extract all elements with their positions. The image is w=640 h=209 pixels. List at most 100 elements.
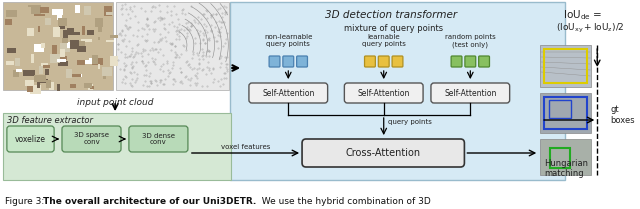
Point <box>138 50 148 53</box>
Point <box>182 25 192 28</box>
Point <box>163 31 173 34</box>
Bar <box>51 54 60 63</box>
Bar <box>47 80 51 88</box>
Point <box>172 26 182 29</box>
Point <box>146 10 156 13</box>
Point <box>121 8 131 11</box>
Point <box>175 66 185 70</box>
Point <box>141 69 151 72</box>
Point <box>193 33 204 36</box>
Point <box>136 59 147 62</box>
Bar <box>3 113 231 180</box>
Bar <box>540 139 591 175</box>
Point <box>147 56 157 59</box>
Point <box>220 11 230 14</box>
FancyBboxPatch shape <box>451 56 462 67</box>
Point <box>130 80 140 84</box>
Text: Self-Attention: Self-Attention <box>262 88 314 98</box>
Bar <box>98 27 102 32</box>
Bar <box>39 66 43 74</box>
Point <box>142 38 152 42</box>
Point <box>220 20 230 23</box>
Point <box>127 66 137 69</box>
Bar <box>52 9 63 15</box>
Point <box>198 50 209 54</box>
Point <box>121 19 131 22</box>
Point <box>192 28 202 32</box>
Point <box>137 34 147 37</box>
Point <box>116 80 127 83</box>
Bar <box>35 14 45 16</box>
Point <box>201 24 211 27</box>
FancyBboxPatch shape <box>283 56 294 67</box>
Bar <box>116 2 229 90</box>
Bar <box>25 80 34 86</box>
Point <box>207 67 218 70</box>
Point <box>118 68 129 71</box>
Point <box>182 59 193 62</box>
FancyBboxPatch shape <box>392 56 403 67</box>
Point <box>204 68 214 71</box>
Point <box>131 60 141 63</box>
Point <box>129 56 139 59</box>
Point <box>201 9 211 12</box>
Point <box>212 40 222 43</box>
Bar <box>17 69 22 72</box>
Point <box>120 81 131 85</box>
Point <box>205 13 216 17</box>
Point <box>222 62 232 65</box>
FancyBboxPatch shape <box>479 56 490 67</box>
Point <box>192 67 202 70</box>
Bar <box>24 70 35 76</box>
Point <box>189 18 199 22</box>
Point <box>218 83 228 86</box>
Bar <box>7 61 13 65</box>
Point <box>216 21 226 24</box>
Point <box>189 73 200 76</box>
Point <box>129 70 139 74</box>
Point <box>116 12 127 15</box>
Bar <box>35 75 46 82</box>
Point <box>197 55 207 58</box>
Point <box>195 30 205 33</box>
Point <box>155 15 165 18</box>
Point <box>167 42 177 45</box>
Point <box>145 72 156 75</box>
Point <box>186 24 196 27</box>
Point <box>161 78 171 81</box>
Point <box>183 63 193 66</box>
Point <box>206 71 216 74</box>
Point <box>169 4 179 8</box>
Point <box>215 6 225 10</box>
Bar <box>76 41 86 48</box>
Bar <box>8 48 16 54</box>
Point <box>115 50 125 54</box>
Point <box>143 52 153 56</box>
Point <box>129 4 139 7</box>
FancyBboxPatch shape <box>302 139 465 167</box>
Bar <box>45 18 51 25</box>
Bar <box>28 5 33 7</box>
Point <box>189 36 200 40</box>
Point <box>166 9 176 13</box>
Bar <box>81 27 85 35</box>
Point <box>149 21 159 24</box>
Point <box>120 3 131 6</box>
Bar <box>68 32 80 35</box>
Point <box>211 21 221 24</box>
Text: 3D dense
conv: 3D dense conv <box>142 133 175 145</box>
Point <box>160 35 170 38</box>
Point <box>200 41 210 44</box>
Bar <box>45 69 49 75</box>
Point <box>171 52 181 56</box>
Point <box>174 28 184 32</box>
Point <box>206 28 216 32</box>
Point <box>175 79 186 82</box>
Point <box>148 27 159 31</box>
Point <box>171 55 181 59</box>
Bar <box>77 46 86 52</box>
Point <box>219 5 229 8</box>
Point <box>212 33 223 36</box>
FancyBboxPatch shape <box>249 83 328 103</box>
Point <box>124 39 134 43</box>
